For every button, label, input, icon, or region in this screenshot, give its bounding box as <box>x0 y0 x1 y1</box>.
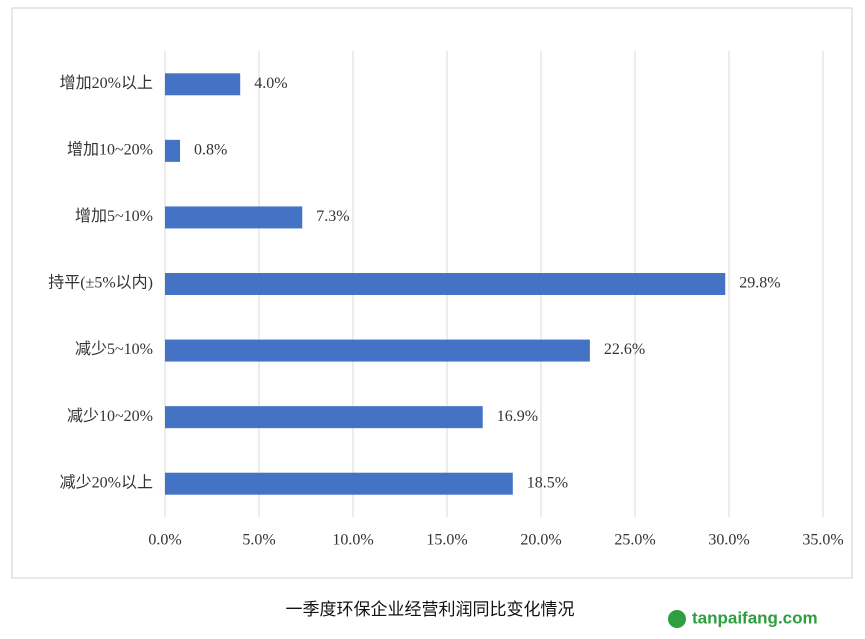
y-tick-label: 减少20%以上 <box>60 473 153 491</box>
y-tick-label: 增加5~10% <box>75 207 153 225</box>
data-label: 22.6% <box>604 341 645 358</box>
x-tick-label: 5.0% <box>242 532 275 549</box>
bar <box>165 73 241 96</box>
y-tick-label: 增加10~20% <box>67 141 153 159</box>
bar <box>165 406 483 429</box>
data-label: 29.8% <box>739 275 780 292</box>
x-tick-label: 0.0% <box>148 532 181 549</box>
x-tick-label: 30.0% <box>708 532 749 549</box>
data-label: 16.9% <box>497 408 538 425</box>
y-tick-label: 持平(±5%以内) <box>48 274 153 292</box>
data-label: 7.3% <box>316 208 349 225</box>
logo-icon <box>668 610 686 628</box>
y-tick-label: 减少5~10% <box>75 340 153 358</box>
data-label: 4.0% <box>254 75 287 92</box>
x-tick-label: 25.0% <box>614 532 655 549</box>
bar <box>165 339 590 362</box>
y-tick-label: 增加20%以上 <box>60 74 153 92</box>
bar <box>165 273 726 295</box>
data-label: 0.8% <box>194 142 227 159</box>
data-label: 18.5% <box>527 474 568 491</box>
chart-title: 一季度环保企业经营利润同比变化情况 <box>286 600 575 619</box>
bar <box>165 472 513 495</box>
x-tick-label: 20.0% <box>520 532 561 549</box>
x-tick-label: 10.0% <box>332 532 373 549</box>
x-tick-label: 15.0% <box>426 532 467 549</box>
y-tick-label: 减少10~20% <box>67 407 153 425</box>
watermark: tanpaifang.com <box>692 608 818 627</box>
x-tick-label: 35.0% <box>802 532 843 549</box>
bar <box>165 139 181 162</box>
bar <box>165 206 303 229</box>
